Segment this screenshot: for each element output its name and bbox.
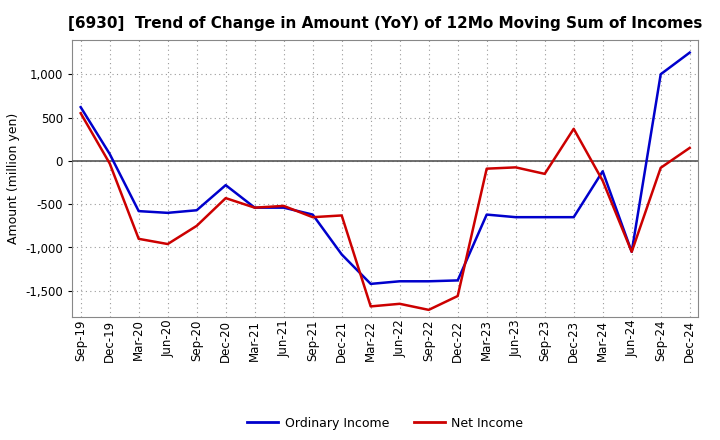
- Ordinary Income: [598, 169, 607, 174]
- Net Income: [598, 178, 607, 183]
- Net Income: [395, 301, 404, 306]
- Ordinary Income: [424, 279, 433, 284]
- Ordinary Income: [395, 279, 404, 284]
- Net Income: [105, 161, 114, 166]
- Net Income: [511, 165, 520, 170]
- Ordinary Income: [163, 210, 172, 216]
- Line: Ordinary Income: Ordinary Income: [81, 53, 690, 284]
- Ordinary Income: [308, 212, 317, 217]
- Ordinary Income: [76, 105, 85, 110]
- Ordinary Income: [541, 215, 549, 220]
- Ordinary Income: [657, 72, 665, 77]
- Net Income: [221, 195, 230, 201]
- Ordinary Income: [366, 281, 375, 286]
- Net Income: [338, 213, 346, 218]
- Ordinary Income: [338, 252, 346, 257]
- Net Income: [570, 126, 578, 132]
- Net Income: [424, 307, 433, 312]
- Ordinary Income: [685, 50, 694, 55]
- Ordinary Income: [627, 249, 636, 254]
- Net Income: [279, 203, 288, 209]
- Ordinary Income: [570, 215, 578, 220]
- Y-axis label: Amount (million yen): Amount (million yen): [6, 113, 19, 244]
- Ordinary Income: [251, 205, 259, 210]
- Net Income: [454, 293, 462, 299]
- Net Income: [685, 145, 694, 150]
- Net Income: [163, 242, 172, 247]
- Ordinary Income: [192, 208, 201, 213]
- Legend: Ordinary Income, Net Income: Ordinary Income, Net Income: [242, 412, 528, 435]
- Ordinary Income: [279, 205, 288, 210]
- Net Income: [657, 165, 665, 170]
- Net Income: [135, 236, 143, 242]
- Net Income: [192, 223, 201, 228]
- Net Income: [251, 205, 259, 210]
- Net Income: [308, 215, 317, 220]
- Net Income: [627, 249, 636, 254]
- Ordinary Income: [482, 212, 491, 217]
- Ordinary Income: [511, 215, 520, 220]
- Title: [6930]  Trend of Change in Amount (YoY) of 12Mo Moving Sum of Incomes: [6930] Trend of Change in Amount (YoY) o…: [68, 16, 703, 32]
- Line: Net Income: Net Income: [81, 113, 690, 310]
- Net Income: [366, 304, 375, 309]
- Ordinary Income: [454, 278, 462, 283]
- Ordinary Income: [221, 183, 230, 188]
- Ordinary Income: [105, 151, 114, 157]
- Net Income: [541, 171, 549, 176]
- Ordinary Income: [135, 209, 143, 214]
- Net Income: [482, 166, 491, 171]
- Net Income: [76, 110, 85, 116]
